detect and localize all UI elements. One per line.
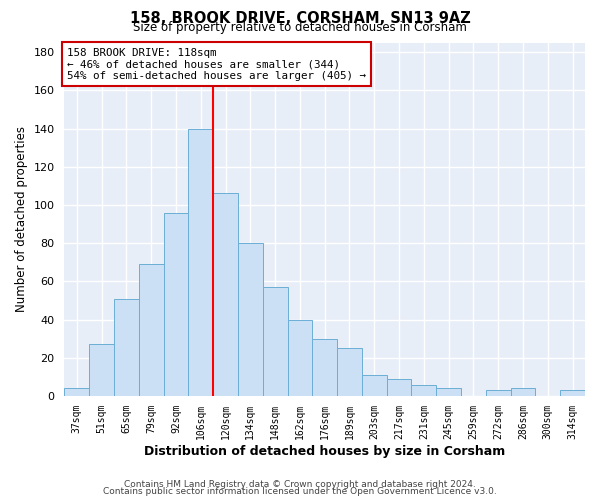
- Bar: [362, 375, 386, 396]
- Bar: [287, 320, 313, 396]
- Bar: [337, 348, 362, 396]
- Y-axis label: Number of detached properties: Number of detached properties: [15, 126, 28, 312]
- X-axis label: Distribution of detached houses by size in Corsham: Distribution of detached houses by size …: [144, 444, 505, 458]
- Text: 158 BROOK DRIVE: 118sqm
← 46% of detached houses are smaller (344)
54% of semi-d: 158 BROOK DRIVE: 118sqm ← 46% of detache…: [67, 48, 366, 81]
- Bar: [114, 298, 139, 396]
- Text: Size of property relative to detached houses in Corsham: Size of property relative to detached ho…: [133, 21, 467, 34]
- Bar: [188, 128, 213, 396]
- Bar: [386, 379, 412, 396]
- Text: 158, BROOK DRIVE, CORSHAM, SN13 9AZ: 158, BROOK DRIVE, CORSHAM, SN13 9AZ: [130, 11, 470, 26]
- Bar: [436, 388, 461, 396]
- Bar: [213, 194, 238, 396]
- Bar: [511, 388, 535, 396]
- Bar: [238, 243, 263, 396]
- Bar: [486, 390, 511, 396]
- Bar: [560, 390, 585, 396]
- Bar: [412, 384, 436, 396]
- Bar: [139, 264, 164, 396]
- Bar: [164, 212, 188, 396]
- Text: Contains HM Land Registry data © Crown copyright and database right 2024.: Contains HM Land Registry data © Crown c…: [124, 480, 476, 489]
- Text: Contains public sector information licensed under the Open Government Licence v3: Contains public sector information licen…: [103, 487, 497, 496]
- Bar: [313, 338, 337, 396]
- Bar: [89, 344, 114, 396]
- Bar: [64, 388, 89, 396]
- Bar: [263, 287, 287, 396]
